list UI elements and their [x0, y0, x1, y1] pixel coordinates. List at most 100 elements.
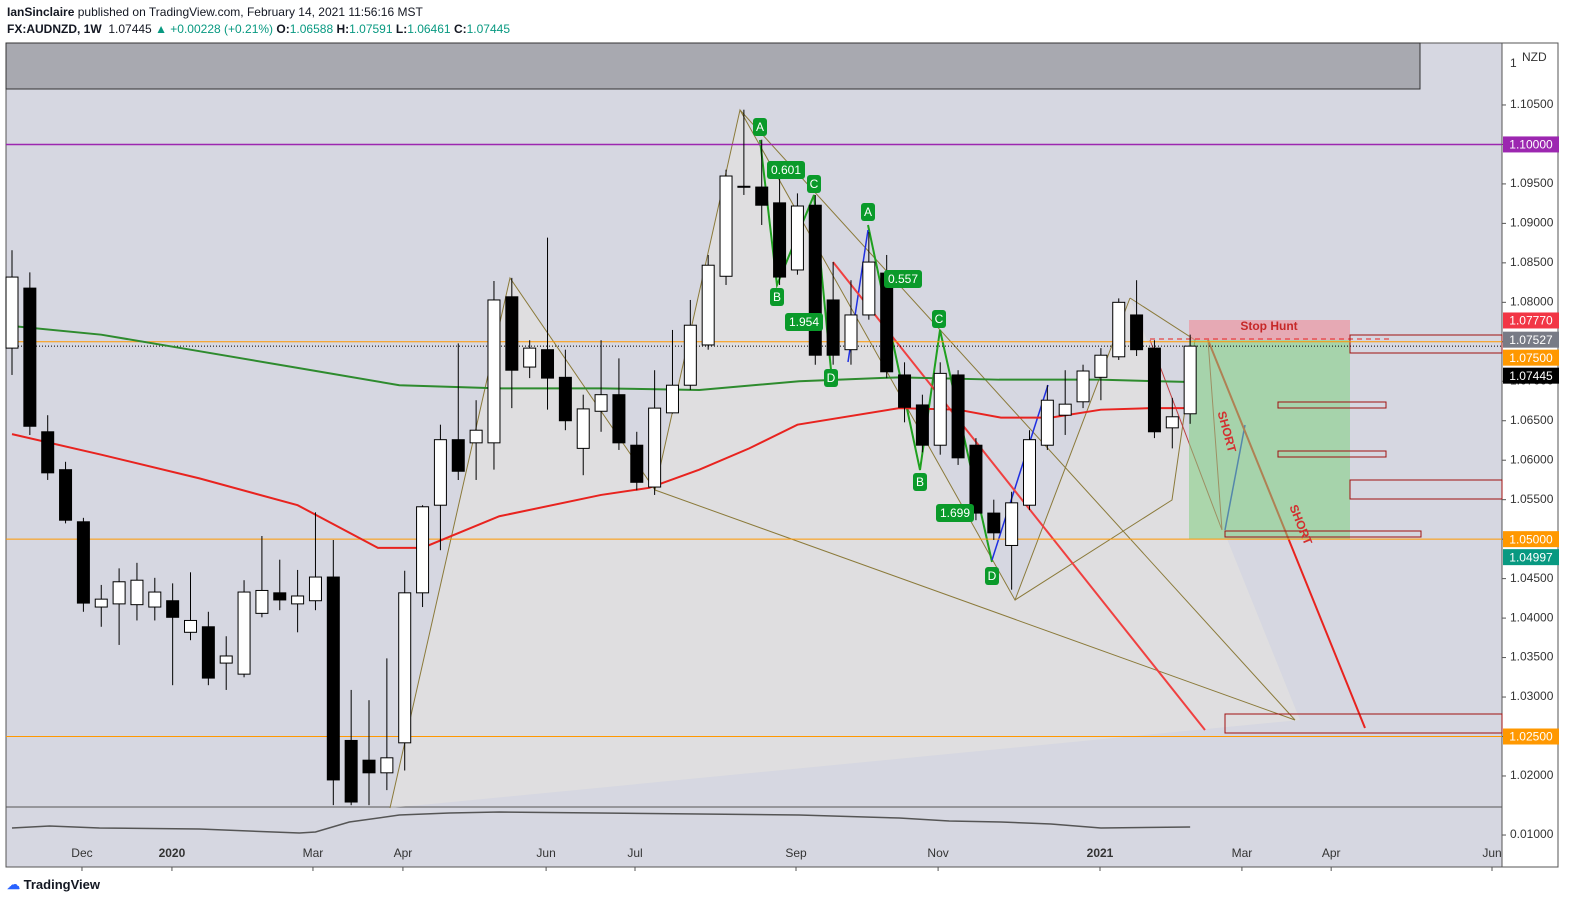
candle-body — [523, 347, 537, 368]
candle-body — [594, 394, 608, 412]
pattern-badge — [807, 175, 821, 193]
stop-box — [1189, 320, 1350, 340]
candle-body — [719, 175, 733, 277]
y-tick-label: 1.03000 — [1510, 689, 1554, 703]
price-label: 1.10000 — [1509, 138, 1553, 152]
zone — [1349, 334, 1503, 354]
projection — [991, 384, 1049, 561]
x-tick-label: Jun — [1482, 846, 1501, 860]
candle-body — [380, 757, 394, 774]
candle-body — [184, 619, 198, 633]
price-label: 1.07445 — [1509, 369, 1553, 383]
indicator-tick-label: 0.01000 — [1510, 827, 1554, 841]
publisher: IanSinclaire — [7, 5, 75, 19]
l-value: 1.06461 — [407, 22, 451, 36]
zone — [1349, 479, 1503, 500]
candle-body — [5, 276, 19, 349]
candle-body — [398, 592, 412, 744]
candle-body — [683, 324, 697, 386]
pattern-fill — [390, 110, 1300, 808]
candle-body — [362, 759, 376, 774]
pattern-label: 0.557 — [888, 272, 918, 286]
pattern-label: A — [756, 120, 764, 134]
candle-body — [648, 407, 662, 488]
price-label-box — [1503, 331, 1559, 348]
candle-body — [1058, 403, 1072, 416]
zone — [1224, 530, 1422, 538]
scale-label: 1 — [1510, 56, 1517, 70]
y-tick-label: 1.10500 — [1510, 97, 1554, 111]
candle-body — [826, 299, 840, 356]
candle-body — [1112, 301, 1126, 358]
candle-body — [23, 287, 37, 427]
trend-line — [654, 489, 1296, 721]
candle-body — [558, 376, 572, 422]
short-arrow — [832, 261, 1206, 731]
zone — [1277, 450, 1387, 458]
pattern-label: C — [935, 312, 944, 326]
candle-body — [416, 506, 430, 594]
candle-body — [951, 374, 965, 459]
candle-body — [219, 655, 233, 664]
candle-body — [130, 579, 144, 606]
candle-body — [505, 296, 519, 371]
c-label: C: — [453, 22, 467, 36]
price-label-box — [1503, 312, 1559, 329]
h-label: H: — [336, 22, 350, 36]
pattern-badge — [770, 288, 784, 306]
candle-body — [1094, 354, 1108, 378]
candle-body — [1022, 439, 1036, 506]
l-label: L: — [395, 22, 408, 36]
target-box — [1189, 340, 1350, 539]
indicator-pane — [6, 807, 1502, 867]
y-tick-label: 1.06000 — [1510, 452, 1554, 466]
candle-body — [755, 186, 769, 206]
candle-body — [1130, 314, 1144, 351]
candle-body — [148, 591, 162, 608]
candle-body — [898, 374, 912, 408]
candle-body — [469, 429, 483, 444]
c-value: 1.07445 — [466, 22, 510, 36]
candle-body — [255, 589, 269, 614]
published: published on TradingView.com, February 1… — [77, 5, 423, 19]
candle-body — [665, 384, 679, 414]
symbol-line: FX:AUDNZD, 1W 1.07445 ▲ +0.00228 (+0.21%… — [7, 22, 510, 36]
candle-body — [291, 595, 305, 605]
candle-body — [612, 394, 626, 444]
pattern-badge — [753, 118, 767, 136]
pattern-label: D — [988, 569, 997, 583]
candle-body — [273, 592, 287, 601]
symbol: FX:AUDNZD, 1W — [7, 22, 102, 36]
o-label: O: — [276, 22, 290, 36]
pattern-badge — [985, 567, 999, 585]
candle-body — [737, 185, 751, 188]
price-label: 1.07500 — [1509, 351, 1553, 365]
candle-body — [59, 469, 73, 521]
stop-hunt-label: Stop Hunt — [1240, 319, 1297, 333]
pattern-label: 1.954 — [789, 315, 819, 329]
x-tick-label: Jun — [536, 846, 555, 860]
candle-body — [773, 202, 787, 278]
price-label: 1.07770 — [1509, 314, 1553, 328]
indicator-line — [11, 811, 1191, 834]
pattern-badge — [932, 310, 946, 328]
candle-body — [1005, 502, 1019, 546]
y-tick-label: 1.04500 — [1510, 571, 1554, 585]
price-label-box — [1503, 136, 1559, 153]
pattern-badge — [936, 504, 974, 522]
y-tick-label: 1.09500 — [1510, 176, 1554, 190]
x-tick-label: 2021 — [1087, 846, 1114, 860]
pattern-label: 1.699 — [940, 506, 970, 520]
candle-body — [1040, 399, 1054, 446]
candle-body — [969, 444, 983, 514]
price-label: 1.02500 — [1509, 730, 1553, 744]
candle-body — [1076, 370, 1090, 403]
candle-body — [701, 264, 715, 346]
pattern-badge — [913, 473, 927, 491]
x-tick-label: Mar — [1232, 846, 1253, 860]
last-price: 1.07445 — [108, 22, 152, 36]
candle-body — [1147, 347, 1161, 433]
candle-body — [576, 408, 590, 449]
pattern-badge — [824, 369, 838, 387]
pattern-badge — [884, 270, 922, 288]
